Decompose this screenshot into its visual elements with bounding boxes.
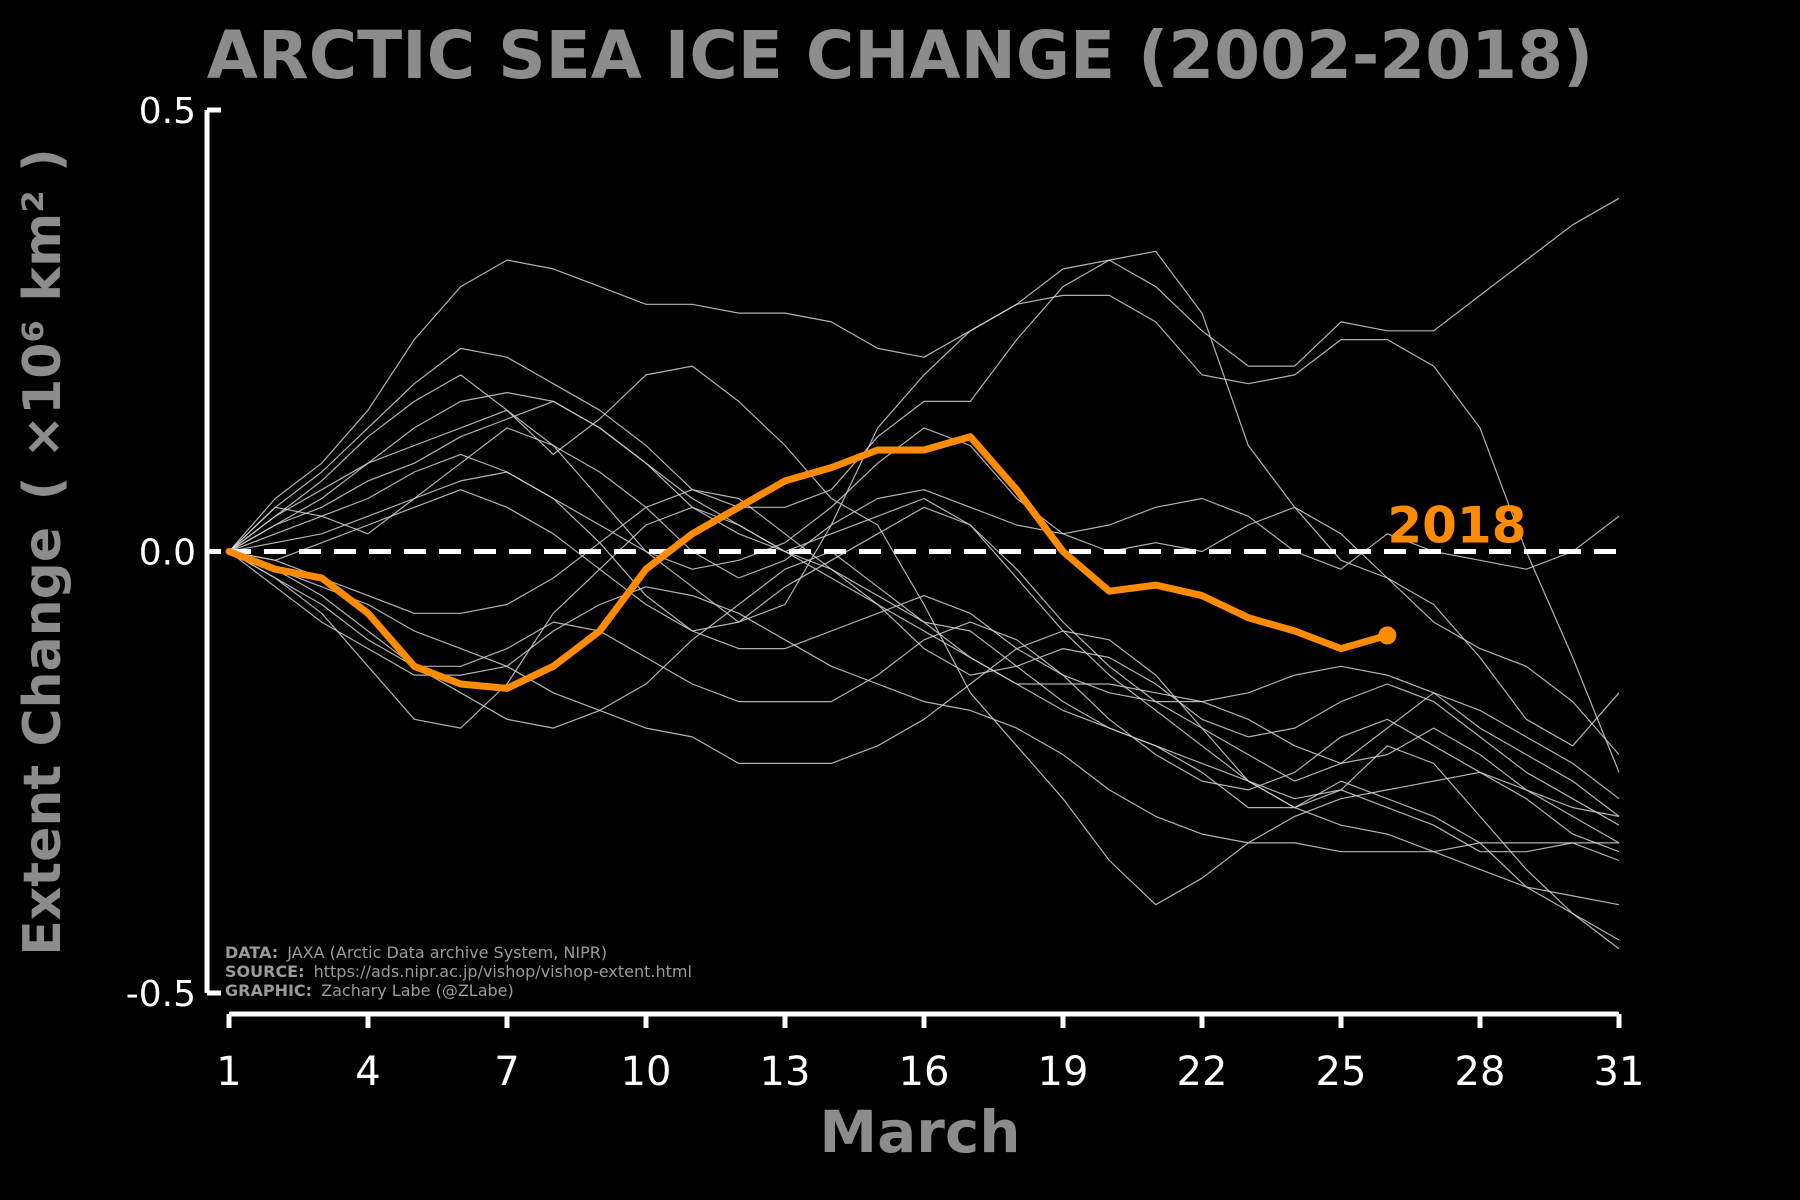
background-series-line-5 [228,400,1620,950]
x-tick-label: 22 [1177,1049,1228,1095]
highlight-series-endpoint [1378,626,1397,645]
credit-line-data: DATA: JAXA (Arctic Data archive System, … [225,943,607,962]
credit-value-graphic: Zachary Labe (@ZLabe) [321,981,514,1000]
credit-key-graphic: GRAPHIC: [225,981,312,1000]
highlight-series-line [225,433,1391,692]
background-series-line-7 [228,489,1620,800]
y-tick-label: -0.5 [126,974,196,1015]
background-series-line-1 [228,197,1620,552]
y-axis-label: Extent Change ( ×10⁶ km² ) [13,148,73,956]
ticks-group: 0.5 0.0 -0.5 1 4 7 10 13 16 19 22 25 28 31 [126,91,1645,1095]
background-series-line-13 [228,471,1620,817]
credit-value-data: JAXA (Arctic Data archive System, NIPR) [286,943,607,962]
y-axis-label-main: Extent Change [13,527,73,956]
x-tick-label: 25 [1316,1049,1367,1095]
credit-value-source: https://ads.nipr.ac.jp/vishop/vishop-ext… [314,962,692,981]
background-series-line-9 [228,550,1620,817]
x-tick-label: 10 [621,1049,672,1095]
x-tick-label: 28 [1455,1049,1506,1095]
y-axis-label-unit: ( ×10⁶ km² ) [13,148,73,500]
background-series-line-6 [228,427,1620,755]
background-series-line-14 [228,427,1620,579]
highlight-series-label: 2018 [1387,497,1526,555]
background-series-line-16 [228,489,1620,826]
svg-text:Extent Change ( ×10⁶ km²: Extent Change ( ×10⁶ km² ) [13,148,73,956]
background-series-line-10 [228,506,1620,941]
background-series-line-12 [228,550,1619,853]
x-tick-label: 16 [899,1049,950,1095]
x-axis-label: March [819,1098,1020,1166]
x-tick-label: 4 [355,1049,380,1095]
highlight-series-group: 2018 [225,433,1527,692]
x-tick-label: 19 [1038,1049,1089,1095]
x-tick-label: 31 [1594,1049,1645,1095]
y-tick-label: 0.5 [139,91,196,132]
credit-line-source: SOURCE: https://ads.nipr.ac.jp/vishop/vi… [225,962,692,981]
credit-key-source: SOURCE: [225,962,305,981]
y-tick-label: 0.0 [139,533,196,574]
x-tick-label: 13 [760,1049,811,1095]
background-series-line-3 [228,294,1620,773]
credit-key-data: DATA: [225,943,278,962]
axes-group [204,110,1619,1017]
x-tick-label: 1 [216,1049,241,1095]
chart-title: ARCTIC SEA ICE CHANGE (2002-2018) [207,17,1593,94]
background-series-line-11 [228,551,1620,862]
credit-line-graphic: GRAPHIC: Zachary Labe (@ZLabe) [225,981,514,1000]
credits-block: DATA: JAXA (Arctic Data archive System, … [225,943,692,1000]
background-series-line-15 [228,392,1620,906]
background-series-line-4 [228,365,1620,906]
x-tick-label: 7 [494,1049,519,1095]
background-series-group [228,197,1620,950]
